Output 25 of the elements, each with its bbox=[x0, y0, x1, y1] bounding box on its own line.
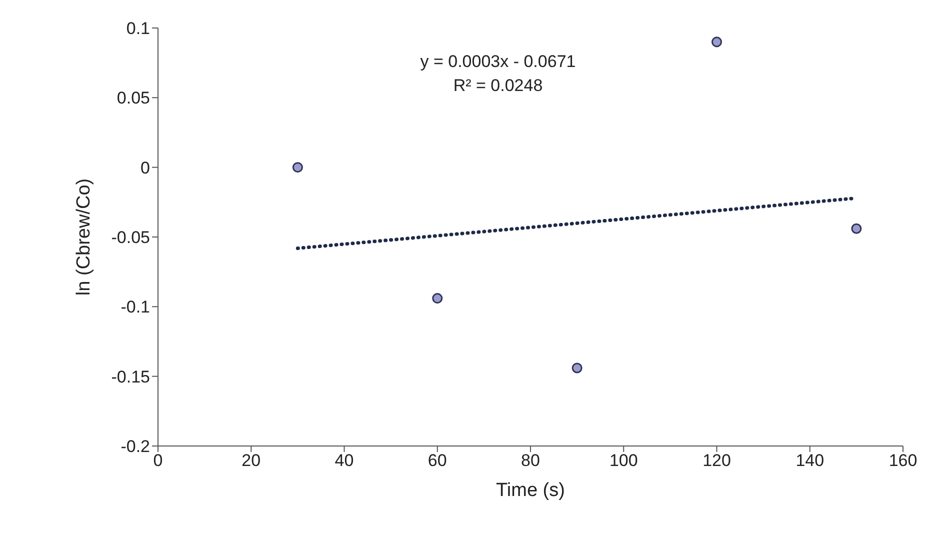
x-tick-label: 100 bbox=[609, 451, 638, 470]
y-tick-label: 0 bbox=[140, 158, 150, 178]
y-tick-label: -0.1 bbox=[120, 298, 150, 317]
y-tick-label: -0.05 bbox=[111, 228, 150, 248]
x-tick-label: 120 bbox=[702, 451, 731, 470]
x-axis-title: Time (s) bbox=[496, 480, 565, 501]
annotation: y = 0.0003x - 0.0671 bbox=[419, 51, 577, 73]
x-tick-label: 60 bbox=[428, 451, 447, 470]
x-tick-label: 140 bbox=[796, 451, 824, 470]
y-tick-label: -0.15 bbox=[111, 367, 150, 386]
point bbox=[572, 362, 582, 374]
x-tick-label: 40 bbox=[334, 451, 354, 470]
annotation: R² = 0.0248 bbox=[452, 75, 544, 97]
y-axis-title: ln (Cbrew/Co) bbox=[74, 178, 95, 296]
x-tick-label: 0 bbox=[153, 451, 163, 470]
y-tick-label: -0.2 bbox=[120, 437, 150, 456]
point bbox=[292, 162, 303, 173]
point bbox=[432, 293, 443, 304]
x-tick-label: 80 bbox=[521, 451, 540, 470]
x-tick-label: 20 bbox=[242, 451, 261, 470]
y-tick-label: 0.05 bbox=[116, 88, 150, 108]
y-tick-label: 0.1 bbox=[126, 19, 150, 38]
point bbox=[711, 36, 722, 48]
x-tick-label: 160 bbox=[888, 451, 918, 470]
point bbox=[851, 223, 862, 234]
